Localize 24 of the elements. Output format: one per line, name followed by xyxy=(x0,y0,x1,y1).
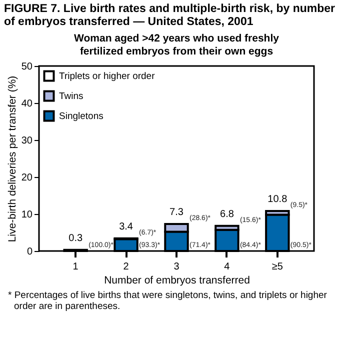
y-tick-label: 50 xyxy=(21,62,33,72)
y-tick-label: 10 xyxy=(21,210,33,220)
y-axis-title: Live-birth deliveries per transfer (%) xyxy=(6,76,18,242)
x-tick-label: 1 xyxy=(72,262,79,272)
x-axis-title: Number of embryos transferred xyxy=(104,274,250,286)
legend-label: Singletons xyxy=(59,111,104,122)
text: * Percentages of live births that were singletons, twins, and triplets or higher order are in parentheses. xyxy=(7,289,328,312)
total-label: 7.3 xyxy=(170,206,184,218)
total-label: 10.8 xyxy=(268,194,288,206)
legend-label: Triplets or higher order xyxy=(59,71,155,82)
y-tick-label: 40 xyxy=(21,98,33,110)
y-tick-label: 20 xyxy=(21,172,33,184)
chart-title: FIGURE 7. Live birth rates and multiple-birth risk, by number of embryos transferred — United States, 2001 xyxy=(3,2,336,29)
y-tick-label: 0 xyxy=(26,246,33,258)
legend-label: Twins xyxy=(59,91,84,102)
total-label: 6.8 xyxy=(220,208,234,220)
total-label: 3.4 xyxy=(119,221,134,232)
x-tick-label: ≥5 xyxy=(272,262,284,272)
x-tick-label: 4 xyxy=(224,262,230,272)
total-label: 0.3 xyxy=(68,232,83,244)
x-tick-label: 2 xyxy=(123,262,130,272)
y-tick-label: 30 xyxy=(21,136,33,146)
chart-subtitle: Woman aged >42 years who used freshly fertilized embryos from their own eggs xyxy=(74,32,280,58)
x-tick-label: 3 xyxy=(174,262,180,272)
